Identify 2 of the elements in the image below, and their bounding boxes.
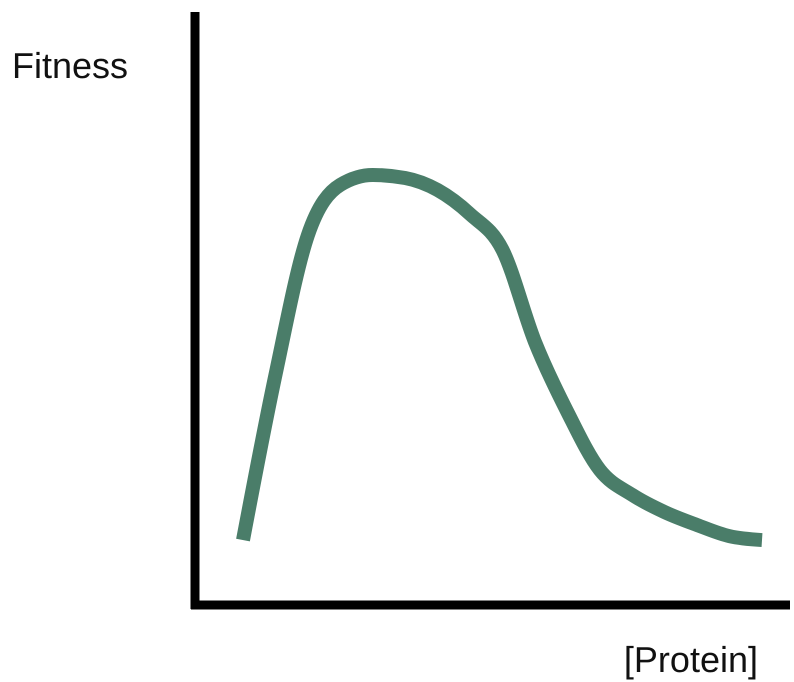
x-axis-title: [Protein] [624,639,758,680]
y-axis-title: Fitness [12,45,128,86]
